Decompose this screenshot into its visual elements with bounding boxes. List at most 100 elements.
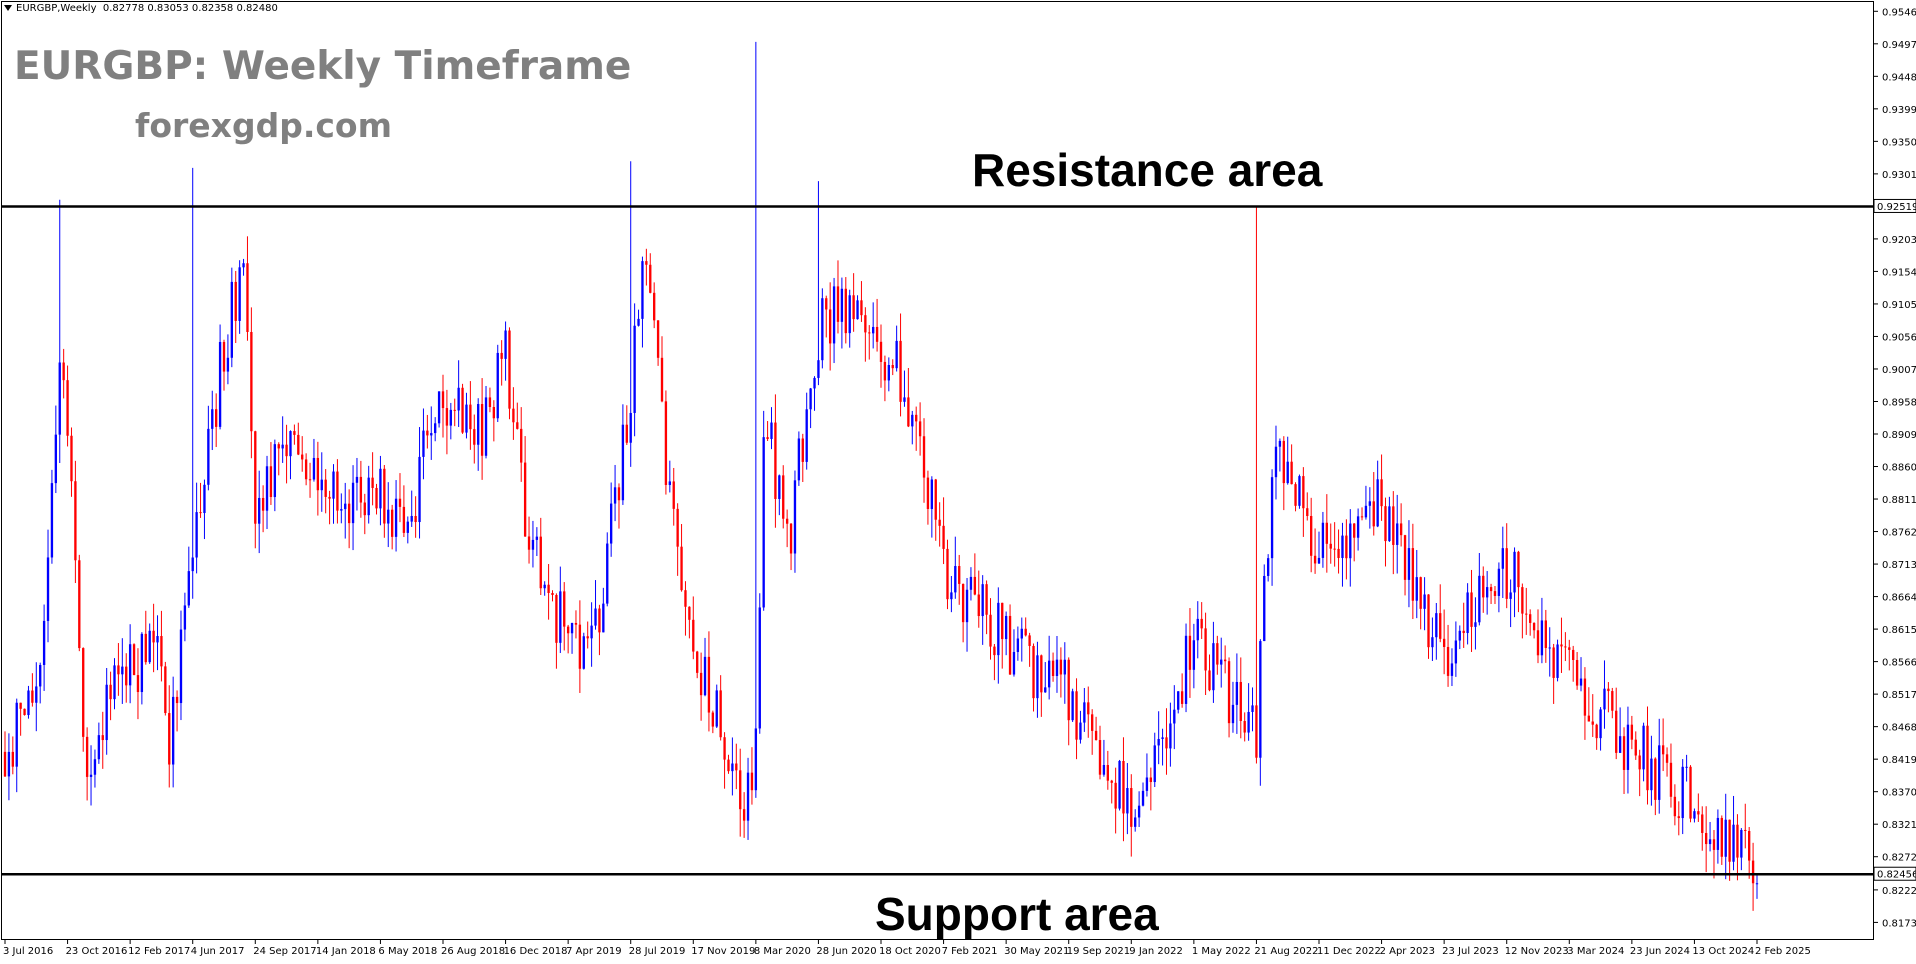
x-tick-label: 6 May 2018 (378, 946, 437, 957)
candle-bull (840, 288, 844, 322)
candle-bear (304, 459, 308, 480)
candle-bull (1579, 678, 1583, 686)
candle-bear (1532, 622, 1536, 631)
candle-bear (328, 496, 331, 499)
candle-bear (261, 497, 265, 511)
candle-bear (125, 666, 128, 686)
candle-bear (664, 401, 668, 485)
candle-bull (457, 387, 460, 411)
candle-bear (1110, 780, 1113, 783)
candle-bear (1701, 814, 1704, 833)
candle-bull (1650, 758, 1653, 791)
candle-bear (473, 429, 476, 445)
candle-bull (1247, 711, 1250, 733)
candle-bear (1008, 615, 1012, 675)
candle-bull (340, 509, 343, 511)
candle-bear (285, 444, 288, 457)
candle-bull (15, 702, 18, 767)
candle-bull (1540, 620, 1544, 656)
x-tick-label: 7 Feb 2021 (942, 946, 998, 957)
candle-bear (1748, 830, 1751, 861)
candle-bull (1079, 722, 1082, 740)
candle-bull (281, 444, 284, 449)
candle-bull (187, 571, 190, 606)
candle-bull (770, 422, 773, 439)
candle-bull (1266, 558, 1270, 576)
candle-bull (1364, 505, 1368, 518)
candle-bear (398, 498, 402, 507)
candle-bull (1642, 725, 1645, 770)
candle-bear (1591, 721, 1594, 725)
candle-bear (1255, 705, 1258, 758)
candle-bear (766, 437, 769, 439)
candle-bull (93, 759, 97, 775)
candle-bull (1466, 592, 1469, 634)
candle-bear (1091, 714, 1094, 731)
candle-bull (183, 605, 187, 630)
candle-bear (1094, 730, 1098, 741)
candle-bear (883, 361, 887, 381)
candle-bear (277, 444, 280, 449)
candle-bear (1470, 592, 1473, 627)
candle-bull (1349, 523, 1352, 559)
candle-bear (293, 431, 296, 435)
candle-bull (477, 404, 480, 445)
x-tick-label: 23 Oct 2016 (66, 946, 128, 957)
candle-bear (653, 292, 656, 321)
candle-bear (1040, 655, 1043, 693)
candle-bear (891, 365, 894, 369)
candle-bear (672, 481, 675, 509)
symbol-info: EURGBP,Weekly (16, 3, 97, 14)
candle-bull (430, 433, 433, 436)
candle-bull (668, 481, 671, 485)
candle-bear (375, 487, 378, 509)
candle-bear (922, 436, 926, 478)
candle-bull (981, 584, 984, 617)
candle-bear (1106, 764, 1109, 781)
candle-bear (1384, 506, 1387, 542)
candle-bear (164, 666, 167, 714)
candle-bear (445, 408, 449, 426)
candle-bear (426, 430, 429, 436)
candle-bear (1188, 635, 1192, 670)
candle-bull (1474, 622, 1477, 627)
candle-bear (1329, 543, 1332, 549)
candle-bull (355, 476, 359, 483)
candle-bear (1439, 613, 1442, 639)
candle-bear (1290, 461, 1293, 485)
candle-bull (97, 735, 101, 760)
candle-bull (1083, 702, 1086, 723)
candle-bull (535, 536, 539, 540)
candle-bull (27, 690, 30, 716)
candle-bull (1153, 745, 1156, 783)
candle-bear (1032, 645, 1035, 699)
candle-bull (367, 477, 370, 516)
candle-bear (1180, 691, 1184, 704)
candle-bear (85, 736, 89, 777)
candle-bear (692, 619, 695, 652)
candle-bear (117, 665, 120, 675)
candle-bull (258, 497, 261, 524)
candle-bear (578, 624, 582, 669)
candle-bear (1216, 643, 1219, 665)
candle-bear (62, 362, 65, 381)
time-axis[interactable]: 3 Jul 2016 23 Oct 2016 12 Feb 2017 4 Jun 20… (3, 939, 1811, 957)
candle-bull (230, 281, 233, 358)
candle-bear (1098, 740, 1102, 775)
dropdown-triangle-icon[interactable] (4, 5, 12, 11)
candle-bull (965, 589, 969, 623)
candle-bear (1114, 782, 1117, 809)
candle-bull (629, 412, 632, 443)
candle-bear (246, 263, 249, 332)
candle-bull (1458, 630, 1461, 641)
candle-bull (887, 365, 890, 381)
candle-bear (989, 614, 992, 647)
candle-bull (1137, 805, 1141, 818)
